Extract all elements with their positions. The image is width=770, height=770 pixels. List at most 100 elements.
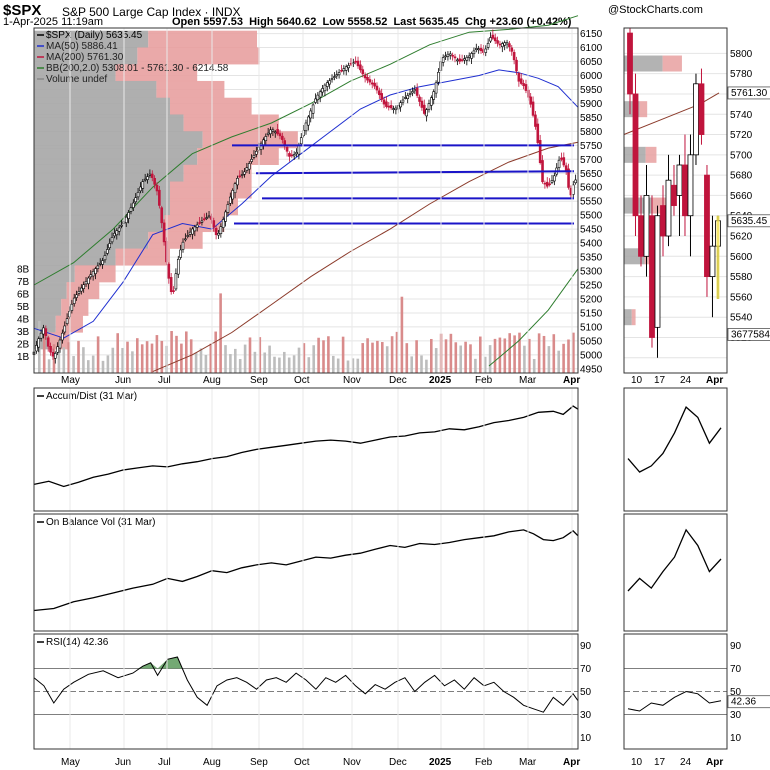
zoom-obv-panel-frame [623,513,728,632]
zoom-price-tick-10: 5700 [730,150,753,161]
zoom-price-tick-8: 5660 [730,191,753,202]
rsi-zoom-line [627,690,722,712]
candle-body-225 [564,165,568,172]
volume-bar-12 [96,336,100,373]
candle-body-183 [465,56,469,61]
zoom-candle-body-7 [665,179,672,237]
volume-bar-59 [327,336,330,373]
candle-body-64 [184,238,187,241]
volume-bar-70 [381,342,384,373]
volume-by-price-up-15 [34,282,67,300]
candle-body-50 [150,173,154,178]
candle-body-137 [356,60,360,67]
candle-body-197 [498,43,502,46]
zoom-candle-body-2 [638,215,644,257]
volume-bar-71 [385,346,389,373]
price-tick-label-16: 5750 [580,141,603,152]
rsi-panel-frame [33,633,579,750]
candle-body-37 [120,224,123,227]
price-tick-label-18: 5850 [580,113,603,124]
candle-body-146 [378,90,381,96]
candle-body-24 [89,274,93,278]
volume-bar-89 [474,358,477,373]
zoom-price-tick-12: 5740 [730,110,753,121]
candle-body-107 [285,147,289,152]
candle-body-105 [281,135,284,140]
candle-body-103 [276,129,279,135]
price-tick-label-11: 5500 [580,211,603,222]
x-tick-label-r0-11: Apr [563,375,580,386]
volume-bar-37 [219,293,222,373]
candle-body-84 [231,190,234,200]
candle-body-181 [460,59,464,61]
price-tick-label-2: 5050 [580,336,603,347]
x-tick-label-r1-0: May [61,757,80,768]
candle-body-61 [176,258,180,275]
candle-body-120 [316,94,320,101]
volume-tick-label-7: 8B [17,265,30,276]
candle-body-186 [472,50,476,55]
zoom-ma200-line [623,92,720,135]
candle-body-67 [191,228,194,235]
accum-dist-legend-label: Accum/Dist (31 Mar) [46,391,137,402]
candle-body-22 [84,281,88,285]
price-tick-label-22: 6050 [580,57,603,68]
candle-body-77 [214,228,218,236]
volume-bar-77 [415,340,418,373]
x-tick-label-r1-1: Jun [115,757,131,768]
candle-body-78 [217,232,220,236]
candle-body-91 [247,163,251,170]
candle-body-108 [288,153,291,157]
rsi-tick-label-4: 90 [580,641,592,652]
candle-body-13 [63,325,67,333]
volume-bar-17 [121,347,124,373]
candle-body-151 [389,105,393,109]
candle-body-26 [94,268,97,274]
volume-bar-42 [243,344,247,373]
volume-bar-55 [307,357,311,373]
candle-body-150 [387,105,391,108]
zoom-rsi-tick-label-0: 10 [730,733,742,744]
volume-bar-57 [317,337,320,373]
volume-bar-76 [410,356,413,373]
zoom-price-tick-9: 5680 [730,171,753,182]
candle-body-142 [368,79,372,83]
candle-body-162 [415,87,419,96]
zoom-candle-body-8 [671,184,677,206]
candle-body-185 [470,53,473,59]
x-tick-label-r1-4: Sep [250,757,268,768]
candle-body-132 [344,66,348,71]
x-tick-label-r1-6: Nov [343,757,361,768]
price-tick-label-23: 6100 [580,43,603,54]
candle-body-194 [491,34,495,39]
candle-body-52 [155,184,159,192]
zoom-rsi-tick-label-1: 30 [730,710,742,721]
candle-body-159 [408,93,412,95]
volume-by-price-down-6 [202,131,298,149]
candle-body-94 [255,150,258,155]
x-tick-label-r1-5: Oct [294,757,310,768]
zoom-ma200-value-label-box [727,86,770,100]
price-tick-label-20: 5950 [580,85,603,96]
candle-body-157 [404,97,407,99]
volume-tick-label-0: 1B [17,352,30,363]
volume-bar-11 [91,355,95,373]
price-tick-label-10: 5450 [580,225,603,236]
zoom-x-tick-label-r0-0: 10 [631,375,643,386]
volume-by-price-up-7 [34,148,198,166]
volume-bar-25 [160,340,164,373]
candle-body-201 [508,43,511,48]
volume-by-price-down-3 [156,80,225,98]
volume-bar-15 [111,347,115,373]
high-label: High [249,16,274,28]
index-name: S&P 500 Large Cap Index · INDX [62,5,241,19]
volume-bar-93 [493,338,497,373]
volume-bar-32 [194,352,198,373]
price-tick-label-13: 5600 [580,183,603,194]
volume-bar-97 [513,335,516,373]
volume-bar-78 [420,355,423,373]
volume-bar-100 [528,338,531,373]
candle-body-32 [108,243,111,249]
candle-body-6 [46,337,50,347]
